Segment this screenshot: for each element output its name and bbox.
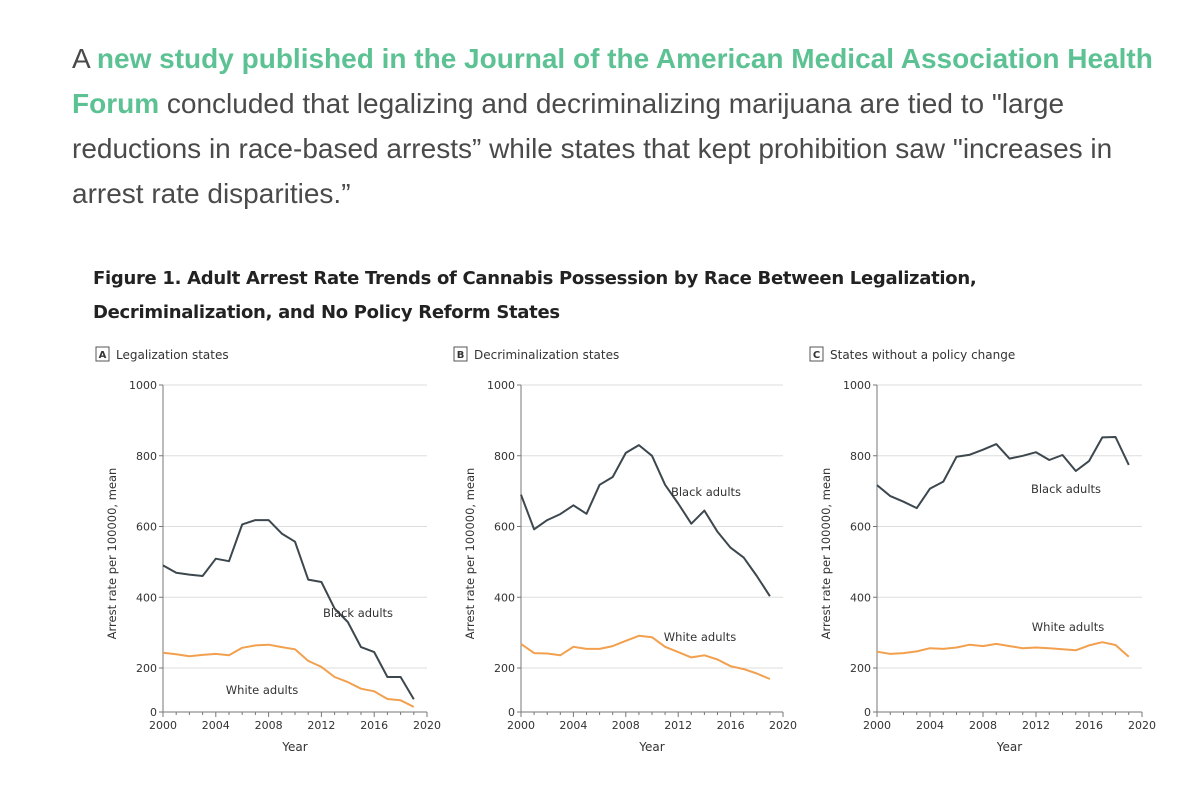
series-label: Black adults	[323, 606, 393, 620]
x-tick-label: 2008	[255, 719, 283, 732]
intro-paragraph: A new study published in the Journal of …	[72, 36, 1172, 216]
y-tick-label: 0	[864, 706, 871, 719]
study-link[interactable]: new study published in the Journal of th…	[72, 43, 1153, 119]
y-tick-label: 600	[136, 521, 157, 534]
figure-title: Figure 1. Adult Arrest Rate Trends of Ca…	[93, 268, 977, 323]
intro-suffix: concluded that legalizing and decriminal…	[72, 88, 1113, 209]
y-tick-label: 0	[508, 706, 515, 719]
x-tick-label: 2012	[664, 719, 692, 732]
x-tick-label: 2000	[149, 719, 177, 732]
x-tick-label: 2004	[916, 719, 944, 732]
panel-title: States without a policy change	[830, 348, 1015, 362]
y-tick-label: 1000	[129, 379, 157, 392]
panel-letter: C	[813, 350, 820, 361]
y-tick-label: 200	[136, 662, 157, 675]
x-tick-label: 2020	[413, 719, 441, 732]
y-axis-label: Arrest rate per 100000, mean	[819, 468, 833, 640]
y-tick-label: 400	[136, 591, 157, 604]
intro-prefix: A	[72, 43, 97, 74]
y-tick-label: 200	[494, 662, 515, 675]
x-tick-label: 2008	[969, 719, 997, 732]
x-tick-label: 2016	[360, 719, 388, 732]
series-label: White adults	[226, 683, 298, 697]
panel-letter: B	[457, 350, 465, 361]
panel-title: Legalization states	[116, 348, 229, 362]
x-tick-label: 2004	[202, 719, 230, 732]
x-tick-label: 2020	[769, 719, 797, 732]
y-tick-label: 800	[136, 450, 157, 463]
y-tick-label: 0	[150, 706, 157, 719]
panel-title: Decriminalization states	[474, 348, 619, 362]
y-axis-label: Arrest rate per 100000, mean	[463, 468, 477, 640]
series-line-white-adults	[876, 641, 1130, 658]
y-tick-label: 200	[850, 662, 871, 675]
panel-letter: A	[99, 350, 107, 361]
y-tick-label: 800	[494, 450, 515, 463]
y-axis-label: Arrest rate per 100000, mean	[105, 468, 119, 640]
x-tick-label: 2004	[559, 719, 587, 732]
x-axis-label: Year	[638, 740, 664, 754]
x-axis-label: Year	[281, 740, 307, 754]
series-line-black-adults	[876, 436, 1130, 510]
series-label: Black adults	[1031, 482, 1101, 496]
series-label: White adults	[1032, 620, 1104, 634]
y-tick-label: 1000	[843, 379, 871, 392]
series-label: White adults	[664, 630, 736, 644]
series-line-white-adults	[162, 643, 415, 708]
series-line-black-adults	[162, 519, 415, 700]
x-tick-label: 2000	[507, 719, 535, 732]
x-axis-label: Year	[996, 740, 1022, 754]
y-tick-label: 400	[850, 591, 871, 604]
y-tick-label: 600	[494, 521, 515, 534]
panel-letter-box	[809, 346, 824, 362]
panel-letter-box	[95, 346, 110, 362]
x-tick-label: 2000	[863, 719, 891, 732]
x-tick-label: 2012	[1022, 719, 1050, 732]
series-line-black-adults	[520, 444, 771, 597]
x-tick-label: 2012	[307, 719, 335, 732]
y-tick-label: 1000	[487, 379, 515, 392]
y-tick-label: 600	[850, 521, 871, 534]
y-tick-label: 400	[494, 591, 515, 604]
x-tick-label: 2008	[612, 719, 640, 732]
series-line-white-adults	[520, 634, 771, 680]
x-tick-label: 2020	[1128, 719, 1156, 732]
x-tick-label: 2016	[717, 719, 745, 732]
series-label: Black adults	[671, 485, 741, 499]
x-tick-label: 2016	[1075, 719, 1103, 732]
y-tick-label: 800	[850, 450, 871, 463]
panel-letter-box	[453, 346, 468, 362]
